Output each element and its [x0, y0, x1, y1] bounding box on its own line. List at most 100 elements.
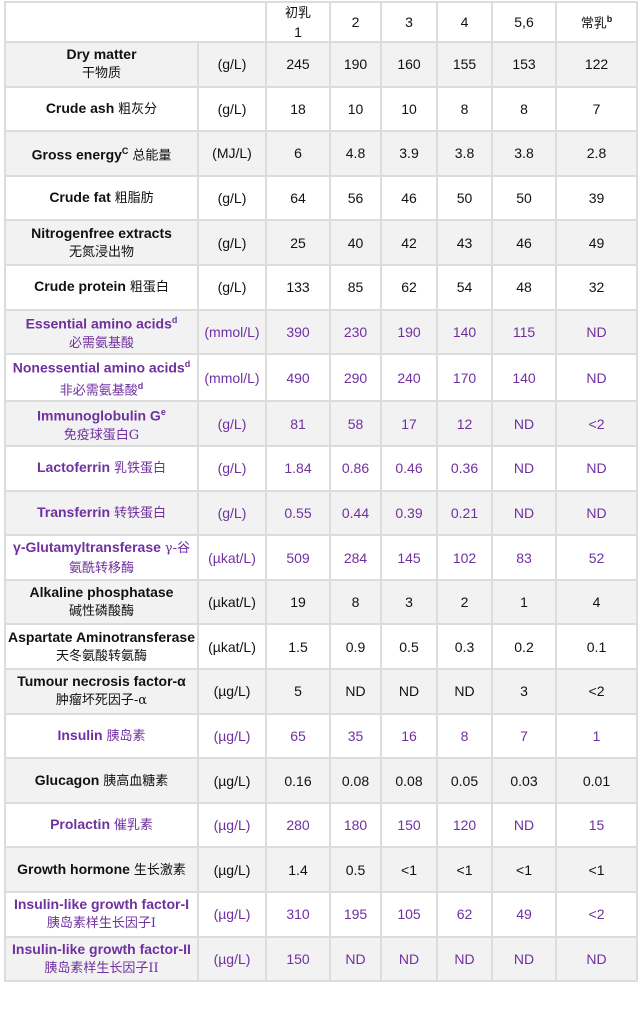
parameter-name-zh: 乳铁蛋白	[114, 461, 167, 477]
unit-cell: (g/L)	[197, 445, 267, 492]
value-cell: 290	[329, 353, 382, 403]
table-row: Insulin 胰岛素 (µg/L) 65 35 16 8 7 1	[4, 712, 638, 760]
unit-cell: (mmol/L)	[197, 353, 267, 403]
value-cell: 1	[491, 578, 557, 626]
value-cell: 49	[555, 219, 638, 266]
parameter-name-en: Glucagon	[34, 771, 100, 788]
value-cell: 0.05	[436, 757, 493, 804]
value-cell: <1	[491, 846, 557, 893]
parameter-name-zh: 粗蛋白	[129, 280, 169, 296]
unit-cell: (µkat/L)	[197, 623, 267, 671]
parameter-name-en: Crude fat	[49, 189, 111, 206]
value-cell: 83	[491, 534, 557, 581]
value-cell: 102	[436, 534, 493, 581]
value-cell: 490	[265, 353, 331, 403]
value-cell: 58	[329, 400, 382, 448]
parameter-name-en: Immunoglobulin G	[37, 407, 161, 424]
parameter-name-en: Aspartate Aminotransferase	[8, 628, 195, 645]
column-header-label: 3	[405, 14, 413, 30]
parameter-cell: Dry matter 干物质	[4, 41, 199, 88]
parameter-name-en: Gross energy	[31, 146, 122, 163]
parameter-name-zh: 非必需氨基酸	[59, 383, 138, 399]
value-cell: 170	[436, 353, 493, 403]
value-cell: ND	[491, 801, 557, 849]
parameter-name-en: Insulin-like growth factor-II	[12, 940, 191, 957]
value-cell: ND	[436, 935, 493, 983]
parameter-cell: Crude ash 粗灰分	[4, 85, 199, 133]
column-header: 初乳 1	[265, 1, 331, 43]
unit-cell: (g/L)	[197, 174, 267, 222]
value-cell: 39	[555, 174, 638, 222]
value-cell: 122	[555, 41, 638, 88]
value-cell: 120	[436, 801, 493, 849]
value-cell: 64	[265, 174, 331, 222]
unit-cell: (g/L)	[197, 489, 267, 537]
parameter-name-en: Crude ash	[45, 99, 115, 116]
value-cell: 17	[380, 400, 438, 448]
unit-cell: (µg/L)	[197, 891, 267, 938]
value-cell: 50	[491, 174, 557, 222]
value-cell: ND	[555, 445, 638, 492]
unit-cell: (µg/L)	[197, 846, 267, 893]
parameter-name-en: Transferrin	[36, 503, 111, 520]
parameter-name-zh: 转铁蛋白	[114, 505, 167, 521]
footnote-marker: C	[121, 145, 129, 156]
value-cell: <2	[555, 400, 638, 448]
value-cell: 140	[436, 308, 493, 356]
value-cell: 115	[491, 308, 557, 356]
parameter-name-zh: 胰岛素样生长因子I	[46, 916, 157, 932]
unit-cell: (g/L)	[197, 219, 267, 266]
parameter-name-zh: 必需氨基酸	[68, 335, 134, 351]
value-cell: 0.03	[491, 757, 557, 804]
value-cell: 0.5	[380, 623, 438, 671]
parameter-name-en: Growth hormone	[17, 860, 130, 877]
value-cell: 15	[555, 801, 638, 849]
value-cell: 1	[555, 712, 638, 760]
value-cell: 7	[491, 712, 557, 760]
unit-cell: (g/L)	[197, 85, 267, 133]
value-cell: 1.5	[265, 623, 331, 671]
value-cell: 0.86	[329, 445, 382, 492]
table-row: Prolactin 催乳素 (µg/L) 280 180 150 120 ND 15	[4, 801, 638, 849]
parameter-name-zh: γ-谷氨酰转移酶	[68, 540, 190, 576]
column-header: 5,6	[491, 1, 557, 43]
unit-cell: (µg/L)	[197, 801, 267, 849]
header-row: 初乳 1 2 3 4 5,6 常乳b	[4, 1, 638, 43]
value-cell: 10	[380, 85, 438, 133]
value-cell: 2	[436, 578, 493, 626]
table-row: Immunoglobulin Ge 免疫球蛋白G (g/L) 81 58 17 12 ND <2	[4, 400, 638, 448]
column-header: 2	[329, 1, 382, 43]
value-cell: <2	[555, 668, 638, 715]
value-cell: 230	[329, 308, 382, 356]
column-header: 常乳b	[555, 1, 638, 43]
value-cell: 8	[329, 578, 382, 626]
value-cell: 0.16	[265, 757, 331, 804]
value-cell: ND	[436, 668, 493, 715]
parameter-name-zh: 催乳素	[113, 818, 153, 834]
value-cell: 3	[491, 668, 557, 715]
value-cell: 310	[265, 891, 331, 938]
parameter-name-en: γ-Glutamyltransferase	[13, 538, 161, 555]
value-cell: 150	[380, 801, 438, 849]
parameter-cell: Insulin-like growth factor-II 胰岛素样生长因子II	[4, 935, 199, 983]
value-cell: 40	[329, 219, 382, 266]
value-cell: ND	[329, 668, 382, 715]
value-cell: 240	[380, 353, 438, 403]
value-cell: 0.46	[380, 445, 438, 492]
parameter-name-zh: 胰高血糖素	[103, 773, 169, 789]
value-cell: 12	[436, 400, 493, 448]
footnote-marker: d	[184, 359, 191, 370]
footnote-marker: d	[171, 315, 178, 326]
column-header-zh: 初乳	[284, 6, 311, 21]
table-row: Tumour necrosis factor-α 肿瘤坏死因子-α (µg/L) 5 N…	[4, 668, 638, 715]
value-cell: <2	[555, 891, 638, 938]
column-header-label: 1	[294, 24, 302, 40]
value-cell: 43	[436, 219, 493, 266]
table-row: Growth hormone 生长激素 (µg/L) 1.4 0.5 <1 <1 <1 <1	[4, 846, 638, 893]
value-cell: 180	[329, 801, 382, 849]
value-cell: 133	[265, 263, 331, 311]
parameter-name-en: Prolactin	[50, 816, 110, 833]
value-cell: 105	[380, 891, 438, 938]
value-cell: 62	[380, 263, 438, 311]
value-cell: 0.01	[555, 757, 638, 804]
